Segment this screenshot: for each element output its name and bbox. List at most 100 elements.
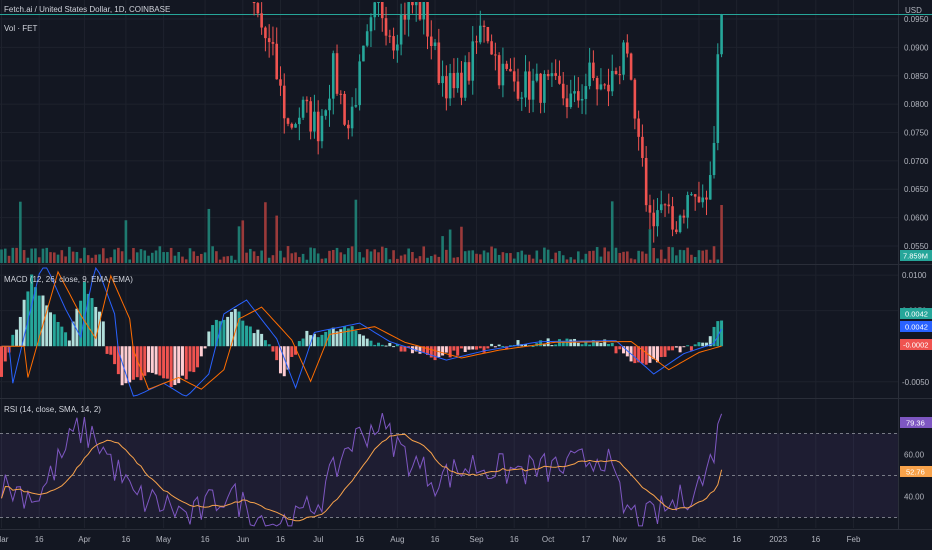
candle-body — [682, 215, 686, 218]
time-tick-label: May — [156, 535, 171, 544]
volume-bar — [203, 252, 207, 263]
macd-hist-bar — [263, 340, 267, 347]
symbol-legend[interactable]: Fetch.ai / United States Dollar, 1D, COI… — [4, 5, 170, 14]
volume-bar — [68, 246, 71, 263]
candle-body — [467, 62, 471, 81]
macd-hist-bar — [162, 346, 166, 379]
volume-bar — [490, 246, 493, 263]
macd-hist-bar — [15, 329, 19, 347]
volume-bar — [64, 256, 67, 263]
volume-bar — [211, 246, 214, 263]
macd-hist-bar — [463, 346, 467, 353]
macd-hist-bar — [350, 326, 354, 347]
candle-body — [656, 210, 659, 227]
candle-body — [509, 68, 512, 72]
macd-hist-bar — [173, 346, 177, 386]
volume-bar — [350, 246, 354, 263]
macd-hist-bar — [708, 336, 712, 347]
volume-bar — [599, 256, 603, 263]
macd-hist-bar — [79, 300, 83, 347]
macd-hist-tag — [900, 308, 932, 319]
macd-hist-bar — [237, 311, 241, 347]
macd-hist-bar — [346, 328, 350, 347]
volume-bar — [535, 250, 539, 263]
macd-hist-bar — [320, 334, 324, 347]
volume-bar — [486, 252, 490, 263]
macd-hist-bar — [271, 346, 275, 352]
macd-hist-bar — [471, 346, 475, 350]
time-tick-label: Mar — [0, 535, 9, 544]
macd-hist-bar — [399, 346, 403, 352]
volume-bar — [275, 215, 279, 263]
candle-body — [633, 79, 637, 119]
macd-hist-bar — [539, 340, 543, 347]
volume-bar — [196, 255, 199, 263]
macd-hist-bar — [343, 326, 347, 347]
volume-bar — [384, 247, 388, 263]
volume-bar — [60, 250, 64, 263]
volume-bar — [433, 254, 437, 263]
candle-body — [403, 15, 407, 20]
volume-bar — [241, 220, 245, 263]
macd-hist-bar — [297, 341, 301, 347]
candle-body — [260, 13, 263, 28]
volume-legend[interactable]: Vol · FET — [4, 24, 37, 33]
volume-bar — [358, 252, 361, 263]
volume-bar — [365, 249, 369, 263]
candle-body — [358, 61, 361, 106]
volume-bar — [11, 247, 15, 263]
candle-body — [399, 15, 403, 45]
time-tick-label: Feb — [847, 535, 861, 544]
volume-bar — [584, 253, 588, 263]
price-tick-label: 0.0750 — [904, 129, 929, 138]
volume-bar — [215, 251, 218, 263]
macd-hist-bar — [52, 314, 56, 347]
candle-body — [652, 212, 656, 227]
candle-body — [373, 2, 377, 18]
candle-body — [290, 123, 294, 128]
volume-bar — [554, 252, 557, 263]
volume-bar — [501, 252, 505, 263]
macd-hist-bar — [56, 322, 60, 347]
volume-bar — [347, 248, 350, 263]
macd-hist-bar — [584, 342, 588, 347]
macd-hist-bar — [459, 346, 463, 349]
volume-bar — [543, 247, 546, 263]
candle-body — [501, 63, 505, 86]
macd-hist-bar — [599, 342, 603, 347]
macd-hist-bar — [3, 346, 7, 362]
volume-bar — [686, 247, 689, 263]
macd-hist-bar — [652, 346, 656, 360]
macd-hist-bar — [177, 346, 181, 384]
macd-hist-bar — [422, 346, 426, 353]
volume-bar — [426, 257, 429, 263]
volume-bar — [166, 252, 169, 263]
macd-legend[interactable]: MACD (12, 26, close, 9, EMA, EMA) — [4, 275, 133, 284]
volume-bar — [396, 258, 399, 263]
macd-hist-bar — [41, 295, 45, 347]
macd-hist-bar — [139, 346, 143, 381]
volume-pane — [0, 199, 723, 263]
volume-bar — [19, 201, 22, 263]
candle-body — [708, 175, 712, 200]
candle-body — [316, 111, 320, 142]
volume-bar — [271, 255, 275, 263]
rsi-tick-label: 40.00 — [904, 493, 925, 502]
volume-bar — [546, 249, 550, 263]
candle-body — [422, 2, 426, 20]
time-tick-label: 16 — [35, 535, 44, 544]
macd-hist-bar — [704, 342, 708, 347]
macd-hist-bar — [335, 331, 339, 347]
macd-hist-bar — [37, 295, 41, 347]
macd-hist-bar — [674, 346, 678, 348]
rsi-legend[interactable]: RSI (14, close, SMA, 14, 2) — [4, 405, 101, 414]
macd-hist-bar — [354, 330, 358, 347]
volume-bar — [524, 254, 527, 263]
candle-body — [486, 26, 490, 42]
time-axis[interactable]: Mar 16 Apr 16 May 16 Jun 16 Jul 16 Aug 16 Sep 16 Oct 17… — [0, 529, 932, 550]
candle-series — [252, 2, 723, 243]
candle-body — [629, 53, 633, 80]
macd-signal-tag — [900, 339, 932, 350]
volume-bar — [448, 229, 452, 263]
